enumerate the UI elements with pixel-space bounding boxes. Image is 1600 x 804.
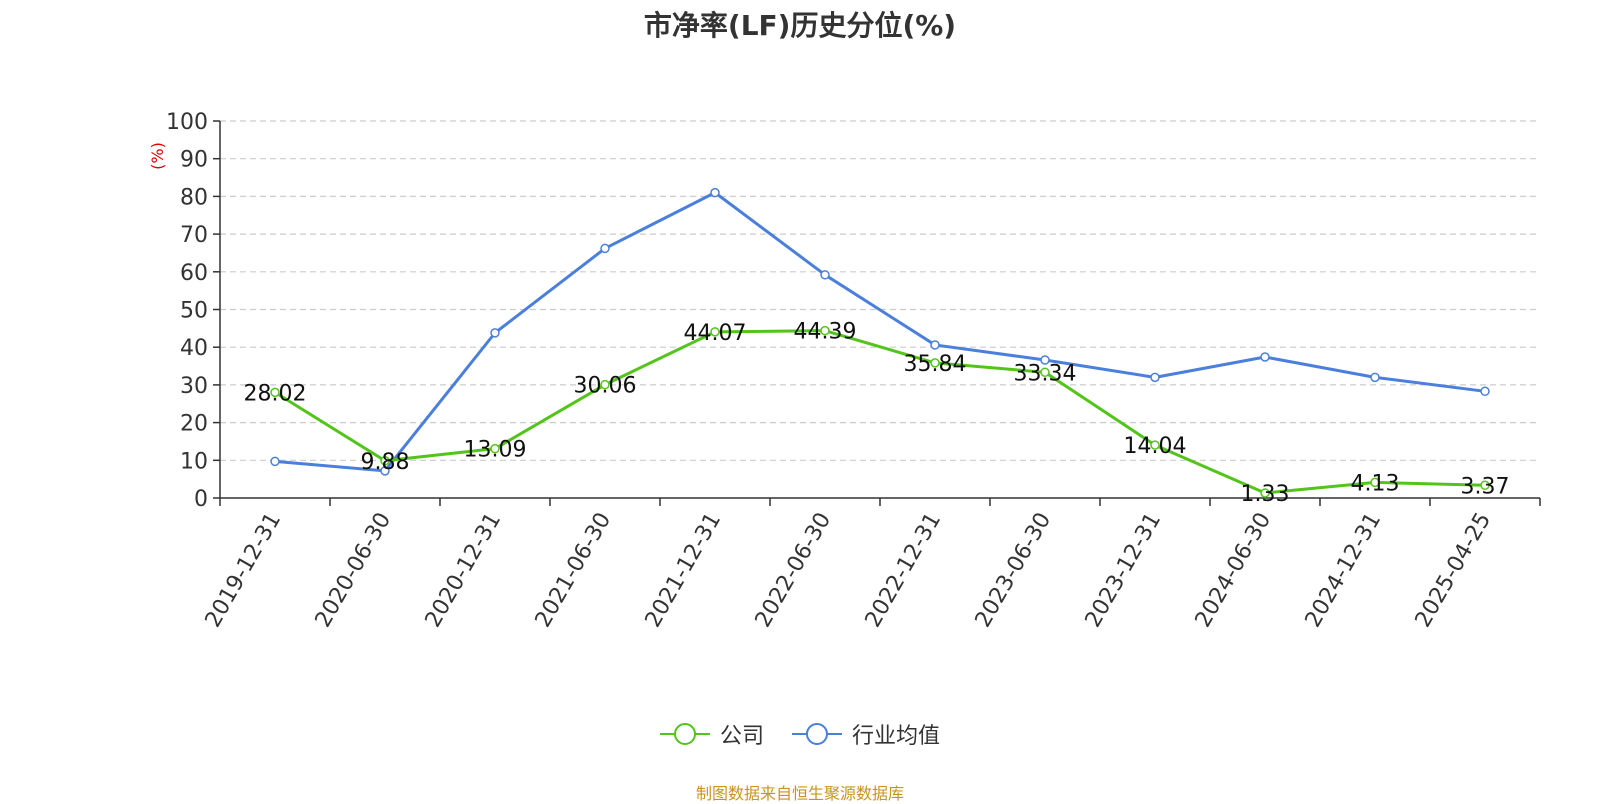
data-label: 9.88 (361, 450, 410, 475)
series-line (274, 329, 1486, 495)
data-point[interactable] (820, 270, 830, 280)
data-label: 28.02 (244, 381, 307, 406)
data-label: 33.34 (1014, 361, 1077, 386)
data-point[interactable] (270, 387, 280, 398)
x-tick-label: 2023-12-31 (1081, 509, 1167, 632)
y-tick-label: 50 (180, 299, 208, 324)
legend-label: 公司 (719, 724, 764, 749)
data-point[interactable] (1150, 440, 1160, 450)
data-point[interactable] (1040, 355, 1050, 365)
y-tick-label: 40 (180, 336, 208, 361)
x-tick-label: 2024-06-30 (1191, 509, 1277, 632)
data-point[interactable] (1150, 372, 1160, 383)
data-point[interactable] (1040, 367, 1050, 378)
data-point[interactable] (1480, 480, 1490, 491)
y-tick-label: 0 (194, 487, 208, 512)
data-point[interactable] (380, 466, 390, 476)
data-labels: 28.02 9.88 13.09 30.06 44.07 44.39 35.84 33.34 1… (244, 320, 1510, 507)
x-tick-label: 2023-06-30 (971, 509, 1057, 632)
y-tick-label: 70 (180, 223, 208, 248)
data-label: 3.37 (1461, 474, 1510, 499)
legend-item[interactable]: 行业均值 (792, 718, 940, 750)
data-label: 14.04 (1124, 434, 1187, 459)
y-axis-label: (%) (148, 142, 167, 170)
data-label: 30.06 (574, 374, 637, 399)
series-line (274, 191, 1486, 473)
data-point[interactable] (600, 243, 610, 254)
x-tick-label: 2021-12-31 (641, 509, 727, 632)
data-point[interactable] (710, 327, 720, 337)
data-point[interactable] (380, 456, 390, 466)
y-tick-label: 80 (180, 185, 208, 210)
x-tick-label: 2022-06-30 (751, 509, 837, 632)
chart-title: 市净率(LF)历史分位(%) (643, 9, 957, 42)
x-tick-label: 2021-06-30 (531, 509, 617, 632)
data-label: 44.07 (684, 321, 747, 346)
data-label: 13.09 (464, 438, 527, 463)
x-tick-label: 2019-12-31 (201, 509, 287, 632)
data-point[interactable] (600, 379, 610, 390)
x-tick-label: 2020-12-31 (421, 509, 507, 632)
legend-marker-icon (792, 722, 842, 746)
data-point[interactable] (270, 456, 280, 467)
data-point[interactable] (490, 328, 500, 338)
y-tick-label: 100 (166, 110, 208, 135)
y-tick-label: 90 (180, 148, 208, 173)
x-tick-label: 2025-04-25 (1411, 509, 1497, 632)
data-point[interactable] (1370, 477, 1380, 488)
data-point[interactable] (1260, 352, 1270, 362)
data-point[interactable] (820, 325, 830, 336)
y-tick-label: 60 (180, 261, 208, 286)
data-label: 1.33 (1241, 482, 1290, 507)
data-point[interactable] (1370, 372, 1380, 383)
y-tick-label: 20 (180, 412, 208, 437)
legend: 公司 行业均值 (0, 718, 1600, 750)
legend-item[interactable]: 公司 (659, 718, 764, 750)
data-label: 4.13 (1351, 471, 1400, 496)
data-label: 35.84 (904, 352, 967, 377)
axes: 0 10 20 30 40 50 60 70 80 90 100 (%) 2019-12-31 2020-… (148, 110, 1541, 632)
data-point[interactable] (1480, 386, 1490, 397)
grid-lines (220, 120, 1540, 461)
legend-marker-icon (659, 722, 710, 746)
y-tick-label: 10 (180, 449, 208, 474)
data-point[interactable] (930, 358, 940, 368)
data-label: 44.39 (794, 320, 857, 345)
y-tick-label: 30 (180, 374, 208, 399)
data-point[interactable] (1260, 488, 1270, 498)
x-tick-label: 2022-12-31 (861, 509, 947, 632)
data-point[interactable] (930, 340, 940, 350)
data-point[interactable] (710, 187, 720, 198)
source-note: 制图数据来自恒生聚源数据库 (695, 784, 904, 803)
x-tick-label: 2020-06-30 (311, 509, 397, 632)
series-lines (270, 187, 1490, 498)
data-point[interactable] (490, 443, 500, 454)
legend-label: 行业均值 (852, 724, 941, 749)
x-tick-label: 2024-12-31 (1301, 509, 1387, 632)
